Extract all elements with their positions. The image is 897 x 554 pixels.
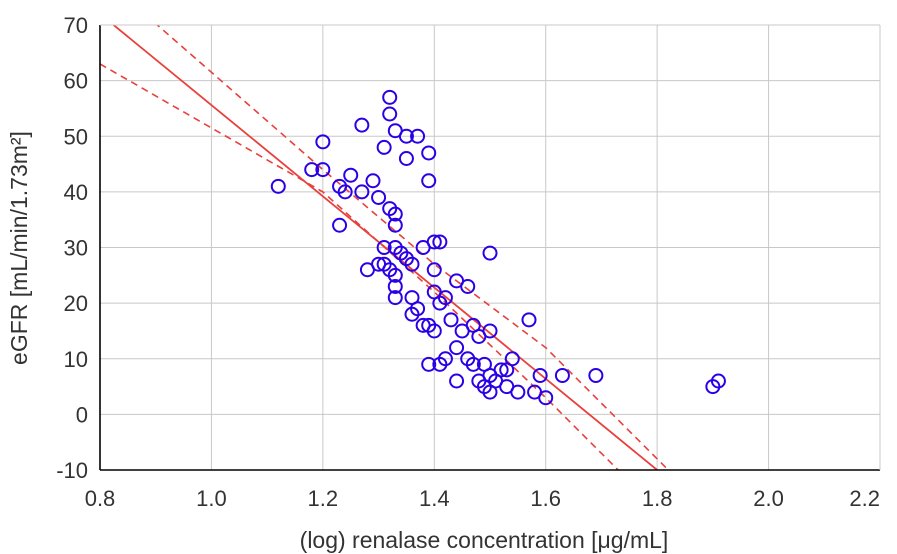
- x-tick-labels: 0.8 1.0 1.2 1.4 1.6 1.8 2.0 2.2: [85, 486, 880, 511]
- x-tick-label-2: 1.2: [308, 486, 339, 511]
- data-point-43: [426, 234, 442, 250]
- data-point-20: [410, 128, 426, 144]
- data-point-4: [332, 217, 348, 233]
- data-point-11: [371, 189, 387, 205]
- data-point-82: [710, 373, 726, 389]
- data-point-59: [465, 356, 481, 372]
- regression-line: [112, 25, 658, 470]
- data-point-23: [421, 173, 437, 189]
- confidence-upper-line: [156, 25, 669, 470]
- data-point-61: [432, 356, 448, 372]
- data-point-19: [398, 128, 414, 144]
- data-point-28: [376, 240, 392, 255]
- data-point-8: [354, 117, 370, 133]
- data-point-17: [382, 106, 398, 122]
- x-tick-label-6: 2.0: [753, 486, 784, 511]
- data-point-73: [482, 384, 498, 400]
- y-tick-labels: -10 0 10 20 30 40 50 60 70: [56, 13, 88, 483]
- data-point-14: [387, 206, 403, 222]
- plot-frame: [99, 24, 881, 471]
- x-tick-label-0: 0.8: [85, 486, 116, 511]
- data-point-7: [343, 167, 359, 183]
- data-point-10: [365, 173, 381, 189]
- data-point-21: [398, 151, 414, 166]
- x-axis-title: (log) renalase concentration [μg/mL]: [300, 527, 669, 553]
- data-point-34: [387, 278, 403, 294]
- data-point-75: [521, 312, 537, 328]
- y-tick-label-1: 0: [76, 402, 88, 427]
- data-point-51: [460, 278, 476, 294]
- data-point-74: [510, 384, 526, 400]
- data-point-49: [443, 312, 459, 328]
- data-point-9: [354, 184, 370, 200]
- data-point-12: [376, 139, 392, 155]
- y-tick-label-5: 40: [64, 180, 88, 205]
- data-point-62: [421, 356, 437, 372]
- data-point-79: [554, 367, 570, 383]
- data-point-3: [315, 134, 331, 150]
- data-point-48: [437, 290, 453, 306]
- data-point-35: [387, 290, 403, 306]
- data-point-44: [432, 234, 448, 250]
- data-point-32: [404, 256, 420, 272]
- data-points: [270, 89, 726, 406]
- x-tick-label-1: 1.0: [196, 486, 227, 511]
- y-tick-label-6: 50: [64, 124, 88, 149]
- fit-line: [112, 25, 658, 470]
- data-point-2: [315, 162, 331, 178]
- data-point-78: [538, 390, 554, 406]
- x-tick-label-7: 2.2: [849, 486, 880, 511]
- x-tick-label-4: 1.6: [530, 486, 561, 511]
- confidence-lower-line: [100, 63, 619, 470]
- y-tick-label-8: 70: [64, 13, 88, 38]
- data-point-41: [426, 323, 442, 339]
- data-point-22: [421, 145, 437, 161]
- data-point-55: [482, 323, 498, 339]
- data-point-56: [482, 245, 498, 261]
- y-tick-label-3: 20: [64, 291, 88, 316]
- x-tick-label-3: 1.4: [419, 486, 450, 511]
- data-point-64: [449, 373, 465, 389]
- y-tick-label-2: 10: [64, 347, 88, 372]
- data-point-69: [493, 362, 509, 378]
- data-point-16: [382, 89, 398, 105]
- y-axis-title: eGFR [mL/min/1.73m²]: [6, 131, 32, 365]
- data-point-1: [304, 162, 320, 178]
- data-point-57: [449, 340, 465, 356]
- data-point-80: [588, 367, 604, 383]
- confidence-band: [100, 25, 669, 470]
- y-tick-label-0: -10: [56, 458, 88, 483]
- x-tick-label-5: 1.8: [642, 486, 673, 511]
- data-point-15: [387, 217, 403, 233]
- data-point-76: [532, 367, 548, 383]
- y-tick-label-7: 60: [64, 69, 88, 94]
- data-point-45: [426, 262, 442, 278]
- data-point-72: [504, 351, 520, 367]
- data-point-0: [270, 178, 286, 194]
- data-point-38: [410, 301, 426, 317]
- y-tick-label-4: 30: [64, 236, 88, 261]
- data-point-33: [387, 267, 403, 283]
- data-point-6: [337, 184, 353, 200]
